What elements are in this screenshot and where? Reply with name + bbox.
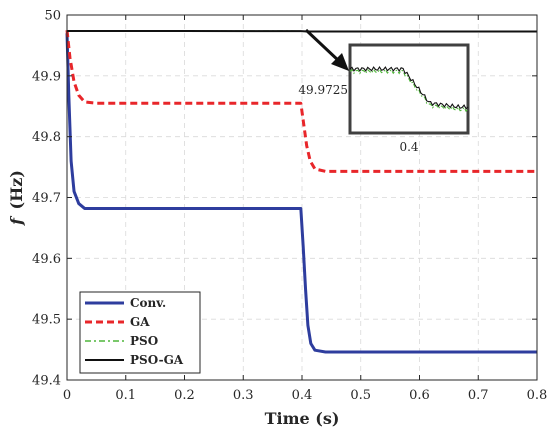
series-line-ga xyxy=(65,30,537,173)
y-tick-label: 49.8 xyxy=(32,130,61,145)
series-line-conv xyxy=(65,33,537,354)
x-tick-label: 0.5 xyxy=(350,388,371,403)
y-tick-label: 50 xyxy=(44,9,61,24)
y-tick-label: 49.4 xyxy=(32,374,61,389)
x-tick-label: 0.6 xyxy=(409,388,430,403)
inset-series-pso xyxy=(349,68,469,112)
legend-label: Conv. xyxy=(130,296,166,310)
x-tick-label: 0.1 xyxy=(115,388,136,403)
inset-series-pso-ga xyxy=(349,65,469,110)
zoom-arrow xyxy=(304,28,342,64)
zoom-inset: 49.9725 0.4 xyxy=(298,28,470,154)
x-tick-label: 0.4 xyxy=(292,388,313,403)
x-tick-label: 0.7 xyxy=(468,388,489,403)
y-tick-label: 49.7 xyxy=(32,191,61,206)
x-tick-label: 0.8 xyxy=(527,388,548,403)
y-axis-title-unit: (Hz) xyxy=(7,170,26,209)
legend: Conv. GA PSO PSO-GA xyxy=(79,291,201,374)
x-axis-title: Time (s) xyxy=(265,409,340,428)
inset-x-tick-label: 0.4 xyxy=(399,140,418,154)
y-axis-title: f (Hz) xyxy=(7,170,26,226)
zoom-arrow-head xyxy=(331,53,349,71)
axis-ticks: 0 0.1 0.2 0.3 0.4 0.5 0.6 0.7 0.8 49.4 49.5 49.6 49.… xyxy=(32,9,547,404)
y-tick-label: 49.9 xyxy=(32,69,61,84)
legend-label: GA xyxy=(130,315,150,329)
legend-label: PSO xyxy=(130,334,158,348)
series-line-pso-ga xyxy=(66,30,537,33)
x-tick-label: 0.3 xyxy=(233,388,254,403)
x-tick-label: 0 xyxy=(63,388,71,403)
legend-label: PSO-GA xyxy=(130,353,184,367)
x-tick-label: 0.2 xyxy=(174,388,195,403)
series-layer xyxy=(65,30,537,354)
y-axis-title-symbol: f xyxy=(7,215,26,226)
inset-y-tick-label: 49.9725 xyxy=(298,83,348,97)
y-tick-label: 49.6 xyxy=(32,252,61,267)
y-tick-label: 49.5 xyxy=(32,313,61,328)
inset-frame xyxy=(348,43,470,135)
